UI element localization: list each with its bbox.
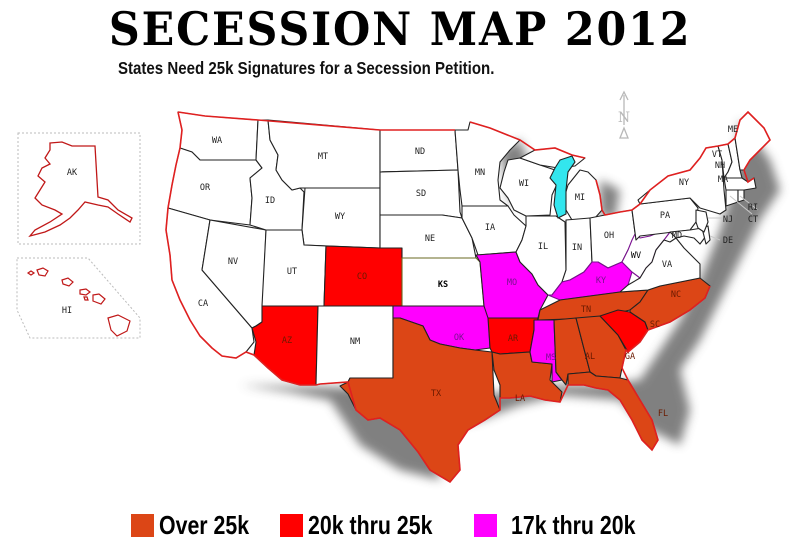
state-label-az: AZ [282, 336, 292, 346]
legend: Over 25k 20k thru 25k 17k thru 20k [131, 508, 669, 542]
state-label-mn: MN [475, 168, 485, 178]
legend-label-20k-25k: 20k thru 25k [308, 509, 433, 540]
state-label-nj: NJ [723, 215, 733, 225]
legend-label-over-25k: Over 25k [159, 509, 250, 540]
state-label-in: IN [572, 243, 582, 253]
state-label-tn: TN [581, 305, 591, 315]
state-ak[interactable] [28, 141, 133, 238]
state-label-wi: WI [519, 179, 529, 189]
state-label-sc: SC [650, 320, 660, 330]
state-label-wy: WY [335, 212, 345, 222]
legend-item-over-25k: Over 25k [131, 510, 274, 541]
map-title: SECESSION MAP 2012 [108, 2, 692, 56]
state-label-or: OR [200, 183, 211, 193]
state-label-mi: MI [575, 193, 585, 203]
state-labels: WA OR CA NV ID MT WY UT CO AZ NM ND SD N… [198, 125, 758, 419]
state-label-ma: MA [718, 175, 728, 185]
compass-label: N [618, 110, 630, 126]
coast-outline [165, 110, 771, 484]
state-label-nm: NM [350, 337, 360, 347]
state-label-nh: NH [715, 161, 725, 171]
state-label-ak: AK [67, 168, 78, 178]
state-label-al: AL [585, 352, 595, 362]
legend-item-17k-20k: 17k thru 20k [474, 510, 663, 541]
legend-swatch-over-25k [131, 513, 154, 537]
state-label-va: VA [662, 260, 672, 270]
state-label-fl: FL [658, 409, 668, 419]
state-label-ar: AR [508, 334, 519, 344]
state-label-ne: NE [425, 234, 435, 244]
lower-48 [165, 111, 771, 483]
legend-swatch-17k-20k [474, 513, 497, 537]
state-md[interactable] [669, 227, 707, 245]
state-label-id: ID [265, 196, 275, 206]
state-label-ks: KS [438, 280, 448, 290]
hawaii-inset: HI [16, 257, 141, 339]
alaska-inset: AK [17, 132, 141, 245]
state-label-ky: KY [596, 276, 606, 286]
state-label-co: CO [357, 272, 367, 282]
state-label-vt: VT [712, 150, 722, 160]
lake-michigan [549, 155, 576, 219]
compass-rose: N [618, 90, 630, 139]
state-label-pa: PA [660, 211, 670, 221]
state-label-me: ME [728, 125, 738, 135]
state-label-sd: SD [416, 189, 426, 199]
state-label-mt: MT [318, 152, 328, 162]
state-label-tx: TX [431, 389, 442, 399]
state-label-ri: RI [748, 203, 758, 213]
state-label-ut: UT [287, 267, 297, 277]
state-label-ia: IA [485, 223, 495, 233]
state-label-ms: MS [546, 353, 556, 363]
state-label-la: LA [515, 394, 525, 404]
state-label-hi: HI [62, 306, 72, 316]
state-il[interactable] [515, 215, 567, 296]
state-label-ok: OK [454, 333, 465, 343]
state-label-il: IL [538, 242, 548, 252]
leader-lines [708, 195, 759, 241]
state-label-ny: NY [679, 178, 689, 188]
state-label-ct: CT [748, 215, 758, 225]
state-label-nv: NV [228, 257, 238, 267]
legend-label-17k-20k: 17k thru 20k [511, 509, 636, 540]
state-label-nc: NC [671, 290, 681, 300]
state-hi[interactable] [26, 267, 131, 337]
north-arrow-icon [619, 90, 629, 125]
state-label-ca: CA [198, 299, 208, 309]
state-nj[interactable] [695, 209, 709, 233]
state-label-wa: WA [212, 136, 222, 146]
legend-item-20k-25k: 20k thru 25k [280, 510, 468, 541]
legend-swatch-20k-25k [280, 513, 303, 537]
state-ri[interactable] [737, 189, 745, 203]
state-label-wv: WV [631, 251, 641, 261]
state-label-de: DE [723, 236, 733, 246]
state-label-md: MD [672, 231, 682, 241]
map-subtitle: States Need 25k Signatures for a Secessi… [118, 58, 495, 78]
state-label-mo: MO [507, 278, 517, 288]
state-label-ga: GA [625, 352, 635, 362]
state-label-nd: ND [415, 147, 425, 157]
state-label-oh: OH [604, 231, 614, 241]
